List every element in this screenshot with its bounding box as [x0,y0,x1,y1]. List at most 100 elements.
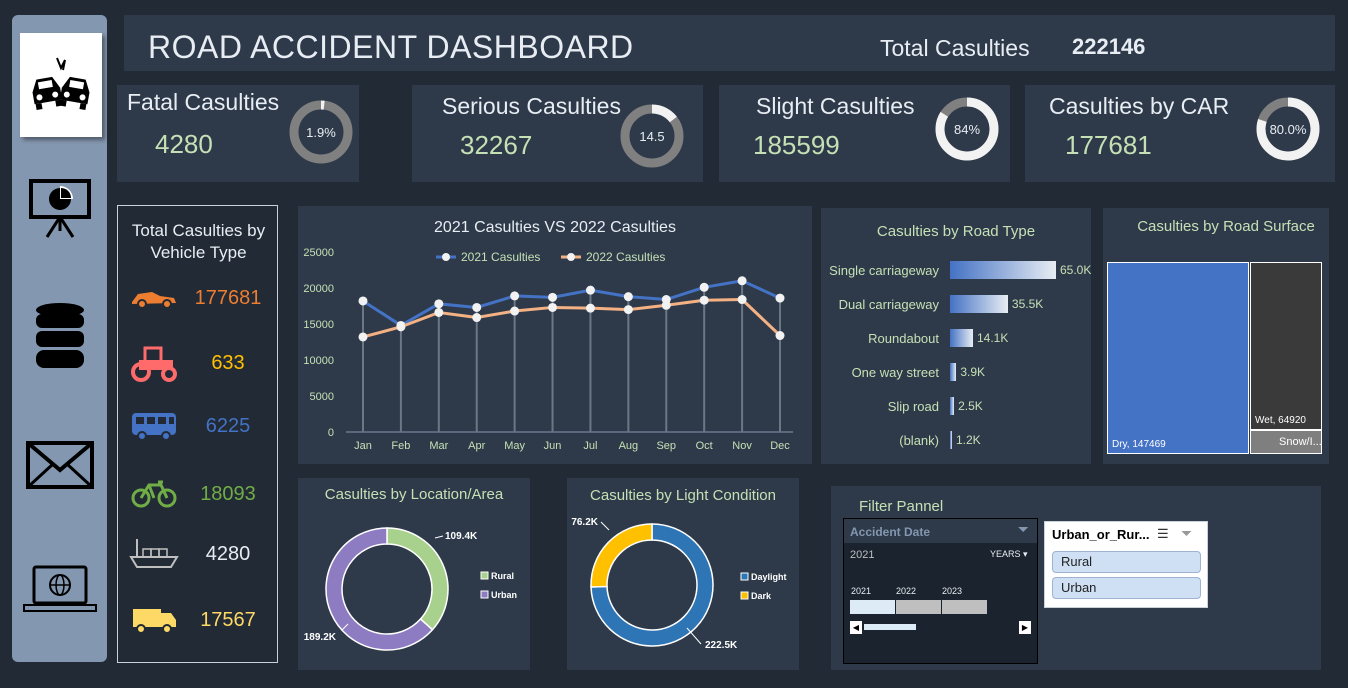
x-tick-label: Oct [696,440,713,452]
slicer-option-urban[interactable]: Urban [1052,577,1201,599]
database-icon[interactable] [12,302,107,370]
year-2023-label: 2023 [942,586,963,596]
vehicle-type-panel: Total Casulties by Vehicle Type 177681 6… [117,205,278,663]
timeline-bar-2022[interactable] [896,600,941,614]
legend-label: Rural [491,571,514,581]
y-tick-label: 0 [328,427,334,439]
ship-icon [128,534,180,574]
vehicle-value: 18093 [200,483,256,505]
kpi-ring: 14.5 [618,102,686,170]
light-donut-svg: 222.5K Daylight 76.2K Dark [571,517,787,651]
data-point [699,282,709,292]
kpi-value: 32267 [460,130,533,160]
road-surface-title: Casulties by Road Surface [1137,218,1315,235]
leader-line [686,627,702,645]
multi-select-icon[interactable]: ☰ [1157,526,1169,541]
mail-icon[interactable] [12,440,107,490]
road-surface-chart: Casulties by Road Surface Dry, 147469 We… [1103,208,1329,464]
sidebar [12,15,107,662]
donut-data-label: 109.4K [445,531,478,542]
data-point [472,313,482,323]
road-type-label: Slip road [887,399,939,414]
legend-label: Urban [491,590,517,600]
road-type-bar[interactable] [950,431,952,449]
data-point [661,300,671,310]
scroll-left-button[interactable]: ◀ [850,621,862,634]
vehicle-type-title-line2: Vehicle Type [150,243,247,262]
dashboard-header: ROAD ACCIDENT DASHBOARD Total Casulties … [124,15,1335,71]
kpi-slight-card: Slight Casulties 185599 84% [719,85,1010,182]
road-type-bar[interactable] [950,261,1056,279]
slicer-option-rural[interactable]: Rural [1052,551,1201,573]
road-type-value: 1.2K [956,433,981,447]
kpi-ring-text: 84% [953,121,981,137]
bicycle-icon [128,474,180,514]
year-2022-label: 2022 [896,586,917,596]
kpi-serious-card: Serious Casulties 32267 14.5 [412,85,703,182]
y-tick-label: 20000 [303,283,334,295]
road-type-value: 35.5K [1011,297,1044,311]
clear-filter-icon[interactable]: ⏷ [1017,521,1029,537]
road-type-value: 65.0K [1060,263,1092,277]
leader-line [600,521,610,531]
road-type-label: Single carriageway [829,263,939,278]
leader-line [434,535,444,539]
legend-swatch [480,590,489,599]
legend-label: 2021 Casulties [461,250,540,264]
data-point [548,292,558,302]
kpi-label: Serious Casulties [442,93,621,119]
x-tick-label: Jun [544,440,562,452]
kpi-ring: 80.0% [1254,95,1322,163]
road-type-bar[interactable] [950,329,973,347]
x-tick-label: Dec [770,440,790,452]
donut-data-label: 189.2K [304,632,337,643]
kpi-value: 185599 [753,130,840,160]
x-tick-label: Aug [619,440,639,452]
area-slicer-title: Urban_or_Rur... [1052,527,1150,542]
data-point [434,299,444,309]
road-type-value: 3.9K [960,365,986,379]
kpi-label: Slight Casulties [756,93,915,119]
period-dropdown[interactable]: YEARS ▾ [990,549,1028,559]
legend-label: Daylight [751,572,787,582]
presentation-chart-icon[interactable] [12,175,107,241]
road-type-label: Dual carriageway [838,297,939,312]
donut-slice-dark [590,523,653,588]
kpi-label: Casulties by CAR [1049,93,1230,119]
year-2021-label: 2021 [851,586,872,596]
ring-fill [289,100,353,164]
road-type-bar[interactable] [950,363,957,381]
car-crash-icon[interactable] [20,33,102,137]
treemap-dry[interactable]: Dry, 147469 [1107,262,1249,454]
road-type-bar[interactable] [950,397,955,415]
kpi-ring-text: 14.5 [639,128,665,144]
data-point [775,293,785,303]
data-point [548,302,558,312]
treemap-snow[interactable]: Snow/I... [1250,430,1322,454]
vehicle-row-car: 177681 [118,278,279,318]
donut-data-label: 76.2K [571,517,598,528]
location-title: Casulties by Location/Area [324,486,504,503]
treemap-wet[interactable]: Wet, 64920 [1250,262,1322,430]
data-point [623,305,633,315]
road-type-bar[interactable] [950,295,1008,313]
tractor-icon [128,343,180,383]
kpi-ring-text: 1.9% [306,124,336,140]
timeline-bar-2021[interactable] [850,600,895,614]
location-donut-svg: 109.4K Rural 189.2K Urban [304,527,517,651]
timeline-scrollbar[interactable] [864,624,916,630]
data-point [510,291,520,301]
vehicle-value: 6225 [205,415,251,437]
total-casualties-value: 222146 [1072,34,1146,59]
vehicle-value: 4280 [205,543,251,565]
date-slicer-header: Accident Date ⏷ [844,519,1037,543]
accident-date-slicer: Accident Date ⏷ 2021 YEARS ▾ 2021 2022 2… [843,518,1038,664]
bus-icon [128,406,180,446]
scroll-right-button[interactable]: ▶ [1019,621,1031,634]
light-title: Casulties by Light Condition [590,487,776,504]
laptop-globe-icon[interactable] [12,565,107,615]
vehicle-row-truck: 17567 [118,600,279,640]
clear-filter-icon[interactable]: ⏷ [1181,525,1193,541]
timeline-bar-2023[interactable] [942,600,987,614]
x-tick-label: May [504,440,525,452]
